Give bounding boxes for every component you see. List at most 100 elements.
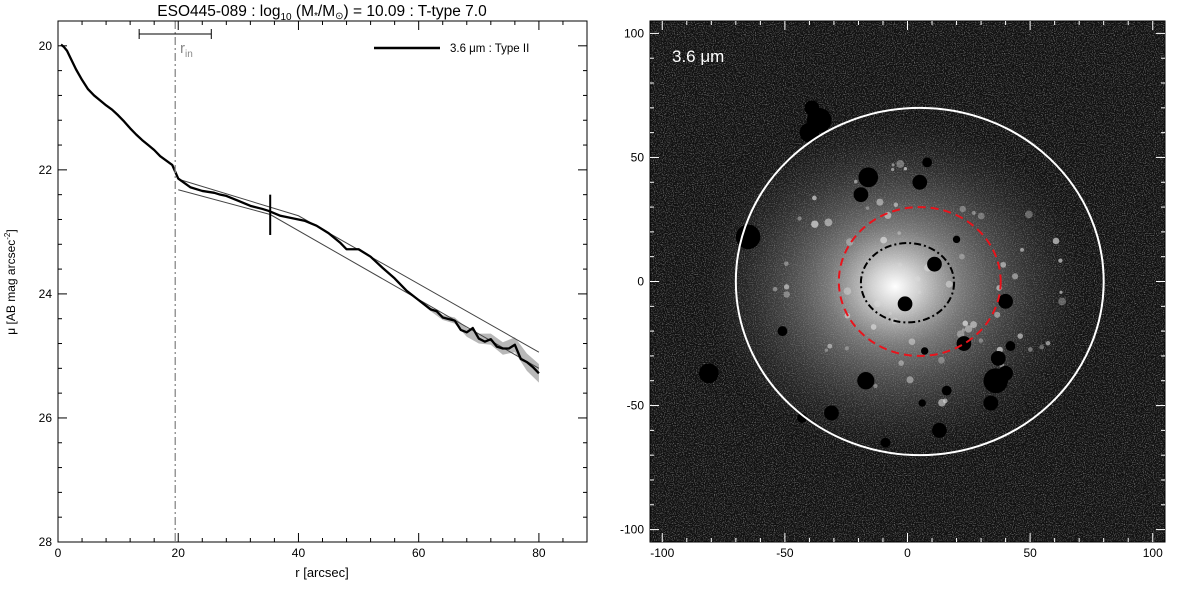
image-x-tick-label: 100 xyxy=(1143,546,1163,560)
masked-source xyxy=(918,399,926,407)
star-knot xyxy=(1059,290,1063,294)
legend-entry-label: 3.6 μm : Type II xyxy=(450,43,529,55)
star-knot xyxy=(938,356,945,364)
galaxy-image-panel: -100 -50 0 50 100 -100 -50 0 50 100 3.6 μm xyxy=(620,20,1166,560)
star-knot xyxy=(908,338,916,345)
star-knot xyxy=(1052,237,1060,245)
masked-source xyxy=(858,167,879,188)
star-knot xyxy=(890,167,895,172)
legend: 3.6 μm : Type II xyxy=(374,43,529,55)
star-knot xyxy=(783,291,790,298)
break-radius-ellipse xyxy=(837,206,1002,357)
x-tick-label: 80 xyxy=(532,546,546,560)
image-x-tick-label: 0 xyxy=(904,546,911,560)
star-knot xyxy=(824,218,833,227)
chart-title: ESO445-089 : log10 (M*/M⊙) = 10.09 : T-t… xyxy=(157,3,487,23)
x-tick-label: 40 xyxy=(292,546,306,560)
r-in-range-bracket xyxy=(138,29,212,39)
star-knot xyxy=(897,231,901,235)
star-knot xyxy=(906,376,914,384)
image-y-tick-label: 50 xyxy=(631,150,645,164)
x-axis-label: r [arcsec] xyxy=(295,565,348,580)
star-knot xyxy=(959,205,966,213)
galaxy-glow xyxy=(703,117,1087,456)
outer-isophote-ellipse xyxy=(734,106,1105,457)
star-knot xyxy=(843,287,852,295)
masked-source xyxy=(932,422,947,438)
masked-source xyxy=(853,187,869,203)
star-knot xyxy=(978,338,984,343)
star-knot xyxy=(896,159,905,168)
star-knot xyxy=(898,360,904,366)
star-knot xyxy=(1045,341,1051,346)
masked-source xyxy=(998,365,1013,381)
star-knot xyxy=(784,261,789,266)
star-knot xyxy=(961,328,966,332)
star-knot xyxy=(876,198,884,206)
star-knot xyxy=(956,330,965,338)
masked-source xyxy=(824,405,839,421)
star-knot xyxy=(853,179,858,184)
inner-radius-ellipse xyxy=(859,242,956,324)
star-knot xyxy=(893,202,899,208)
y-tick-label: 20 xyxy=(39,39,53,53)
y-axis-label: μ [AB mag arcsec-2] xyxy=(3,229,18,334)
image-x-tick-label: 50 xyxy=(1023,546,1037,560)
star-knot xyxy=(880,236,888,244)
image-y-tick-label: -50 xyxy=(627,399,645,413)
surface-brightness-profile-chart: ESO445-089 : log10 (M*/M⊙) = 10.09 : T-t… xyxy=(3,3,588,580)
star-knot xyxy=(824,348,829,352)
masked-source xyxy=(799,122,820,143)
star-knot xyxy=(977,212,985,220)
image-y-tick-label: 0 xyxy=(637,275,644,289)
star-knot xyxy=(1011,273,1019,280)
masked-source xyxy=(990,350,1006,366)
masked-source xyxy=(897,296,913,312)
star-knot xyxy=(891,163,895,167)
star-knot xyxy=(917,290,922,295)
masked-source xyxy=(797,412,807,423)
image-x-tick-label: -100 xyxy=(650,546,674,560)
masked-source xyxy=(880,437,891,448)
star-knot xyxy=(942,398,948,404)
masked-source xyxy=(1005,341,1016,351)
star-knot xyxy=(772,286,778,292)
star-knot xyxy=(994,311,1001,318)
image-y-tick-label: -100 xyxy=(620,523,644,537)
star-knot xyxy=(811,220,819,228)
x-tick-label: 60 xyxy=(412,546,426,560)
star-knot xyxy=(897,262,903,267)
image-x-tick-label: -50 xyxy=(776,546,794,560)
y-tick-label: 22 xyxy=(39,163,53,177)
star-knot xyxy=(962,320,968,326)
star-knot xyxy=(797,216,802,221)
masked-source xyxy=(920,347,929,355)
star-knot xyxy=(945,280,953,288)
star-knot xyxy=(971,210,976,216)
star-knot xyxy=(1017,333,1024,339)
masked-source xyxy=(941,385,952,396)
masked-source xyxy=(699,363,719,384)
masked-source xyxy=(956,336,972,351)
star-knot xyxy=(1000,261,1007,268)
y-tick-label: 26 xyxy=(39,411,53,425)
y-tick-label: 28 xyxy=(39,535,53,549)
star-knot xyxy=(811,195,817,201)
masked-source xyxy=(952,235,961,244)
profile-line xyxy=(60,43,540,375)
y-tick-label: 24 xyxy=(39,287,53,301)
star-knot xyxy=(1025,210,1033,219)
masked-source xyxy=(857,372,875,390)
masked-source xyxy=(983,395,999,411)
star-knot xyxy=(1028,347,1033,352)
image-y-tick-label: 100 xyxy=(624,26,644,40)
left-plot-frame xyxy=(57,20,588,543)
x-tick-label: 0 xyxy=(55,546,62,560)
star-knot xyxy=(970,321,977,328)
star-knot xyxy=(844,346,849,351)
star-knot xyxy=(914,276,921,282)
x-tick-label: 20 xyxy=(172,546,186,560)
masked-source xyxy=(804,100,820,116)
masked-source xyxy=(735,224,761,250)
masked-source xyxy=(912,174,928,190)
